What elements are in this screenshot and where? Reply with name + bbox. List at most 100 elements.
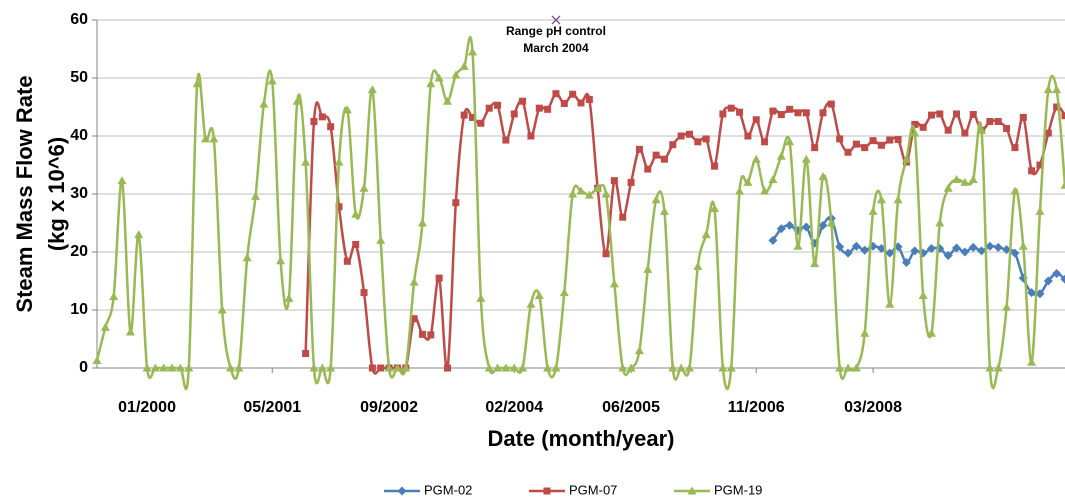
y-tick-label: 50	[70, 69, 88, 86]
marker	[776, 224, 786, 234]
marker	[109, 292, 119, 301]
marker	[944, 126, 952, 134]
marker	[1036, 161, 1044, 169]
y-axis-title: (kg x 10^6)	[44, 137, 69, 251]
marker	[1018, 241, 1028, 250]
marker	[826, 218, 836, 227]
marker	[577, 99, 585, 107]
annotation-text: March 2004	[523, 41, 589, 55]
marker	[710, 204, 720, 212]
marker	[719, 110, 727, 118]
marker	[418, 330, 426, 338]
marker	[426, 79, 436, 88]
marker	[927, 111, 935, 119]
marker	[677, 132, 685, 140]
x-tick-label: 09/2002	[360, 399, 418, 416]
marker	[801, 154, 811, 163]
marker	[1027, 288, 1037, 298]
marker	[469, 113, 477, 121]
marker	[818, 220, 828, 230]
series	[92, 35, 1065, 391]
marker	[334, 157, 344, 166]
marker	[192, 79, 202, 88]
marker	[377, 364, 385, 372]
y-tick-label: 0	[79, 359, 88, 376]
marker	[434, 73, 444, 82]
series-line	[95, 35, 1065, 391]
marker	[901, 257, 911, 267]
x-axis-title: Date (month/year)	[487, 426, 674, 451]
marker	[819, 109, 827, 117]
x-tick-label: 02/2004	[485, 399, 543, 416]
marker	[744, 132, 752, 140]
marker	[259, 99, 269, 108]
marker	[768, 235, 778, 245]
marker	[860, 328, 870, 337]
marker	[601, 189, 611, 198]
marker	[493, 363, 503, 372]
marker	[711, 162, 719, 170]
marker	[510, 110, 518, 118]
marker	[660, 155, 668, 163]
marker	[509, 363, 519, 372]
y-tick-label: 20	[70, 243, 88, 260]
marker	[785, 137, 795, 146]
marker	[234, 363, 244, 372]
marker	[502, 136, 510, 144]
marker	[651, 195, 661, 204]
marker	[751, 154, 761, 163]
marker	[693, 262, 703, 270]
marker	[952, 175, 962, 183]
marker	[960, 177, 970, 186]
marker	[1010, 248, 1020, 258]
marker	[593, 183, 603, 192]
marker	[376, 235, 386, 244]
marker	[836, 135, 844, 143]
marker	[926, 244, 936, 254]
marker	[994, 118, 1002, 125]
marker	[609, 279, 619, 288]
marker	[811, 144, 819, 152]
marker	[209, 134, 219, 143]
marker	[943, 250, 953, 260]
marker	[1002, 245, 1012, 255]
marker	[785, 220, 795, 230]
marker	[292, 96, 302, 105]
marker	[1043, 85, 1053, 94]
marker	[652, 151, 660, 159]
legend-label: PGM-07	[569, 482, 617, 497]
marker	[752, 116, 760, 124]
marker	[494, 101, 502, 109]
marker	[327, 123, 335, 131]
marker	[877, 141, 885, 149]
marker	[1035, 206, 1045, 215]
marker	[544, 105, 552, 113]
marker	[159, 363, 169, 372]
marker	[484, 363, 494, 372]
marker	[786, 105, 794, 113]
marker	[610, 177, 618, 185]
marker	[918, 291, 928, 299]
marker	[911, 120, 919, 128]
marker	[768, 175, 778, 183]
marker	[968, 175, 978, 183]
marker	[876, 195, 886, 204]
marker	[534, 291, 544, 299]
marker	[985, 363, 995, 372]
marker	[342, 105, 352, 114]
marker	[584, 190, 594, 199]
marker	[309, 363, 319, 372]
marker	[352, 240, 360, 248]
marker	[736, 108, 744, 116]
marker	[761, 138, 769, 146]
marker	[701, 230, 711, 239]
marker	[251, 191, 261, 200]
marker	[619, 213, 627, 221]
marker	[760, 186, 770, 195]
marker	[901, 154, 911, 163]
marker	[1060, 180, 1065, 189]
marker	[977, 246, 987, 256]
marker	[409, 277, 419, 286]
marker	[519, 97, 527, 105]
